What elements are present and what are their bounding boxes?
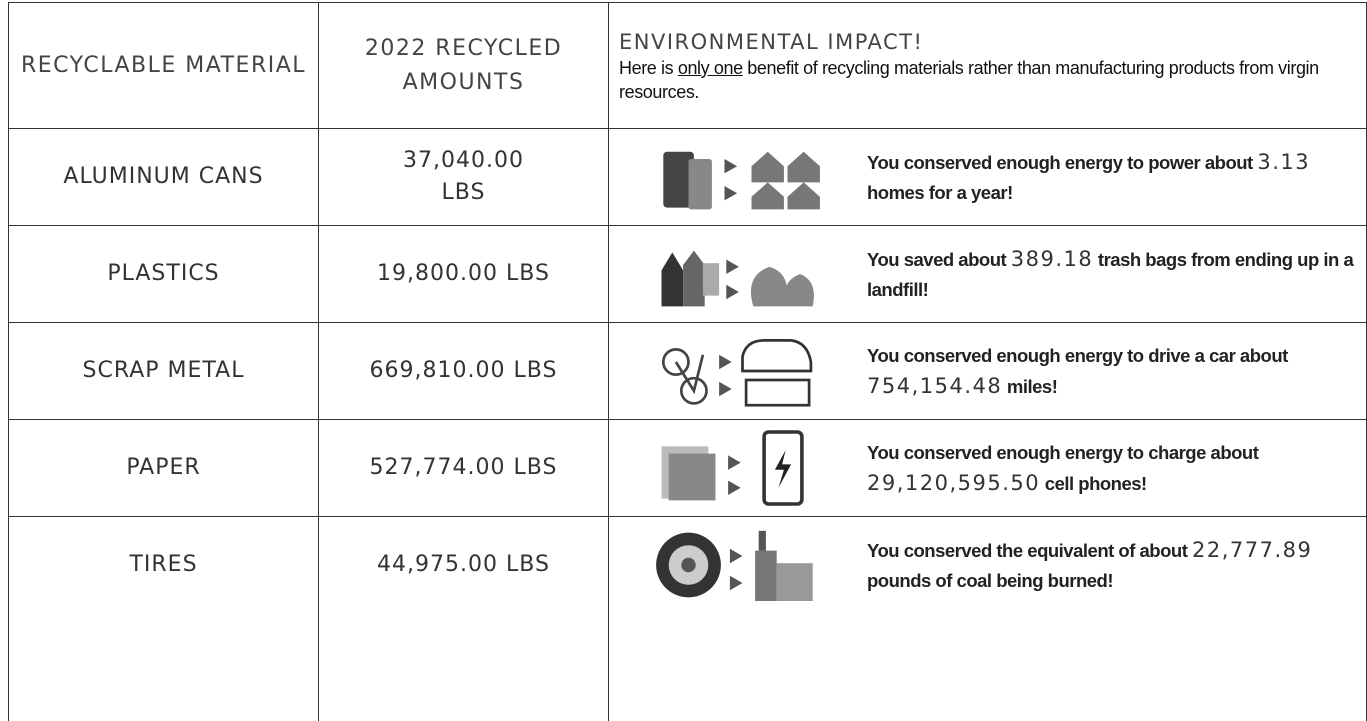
material-cell: SCRAP METAL <box>8 322 319 420</box>
impact-number: 754,154.48 <box>867 373 1003 398</box>
text: only one <box>677 57 743 78</box>
impact-text: You conserved enough energy to power abo… <box>867 147 1366 208</box>
material: TIRES <box>129 552 198 577</box>
impact-icon <box>656 530 813 601</box>
text: benefit of recycling materials rather th… <box>619 57 1319 102</box>
amount: 44,975.00 LBS <box>377 552 550 577</box>
text: Here is <box>619 57 678 78</box>
impact-icon <box>663 151 820 210</box>
impact-number: 389.18 <box>1010 246 1094 271</box>
amount: 527,774.00 LBS <box>369 455 558 480</box>
impact: You conserved enough energy to power abo… <box>609 129 1366 225</box>
impact: You conserved enough energy to drive a c… <box>609 323 1366 419</box>
amount: 37,040.00 LBS <box>403 148 524 205</box>
impact-text: You saved about 389.18 trash bags from e… <box>867 244 1366 305</box>
impact-text: You conserved enough energy to charge ab… <box>867 438 1366 499</box>
text: You conserved enough energy to power abo… <box>867 151 1258 173</box>
table-row: ALUMINUM CANS 37,040.00 LBS You conserved… <box>8 128 1367 226</box>
text: You saved about <box>867 248 1011 270</box>
amount: 669,810.00 LBS <box>369 358 558 383</box>
impact-cell: You conserved enough energy to charge ab… <box>608 419 1367 517</box>
amount-cell: 669,810.00 LBS <box>318 322 609 420</box>
impact-text: You conserved enough energy to drive a c… <box>867 341 1366 402</box>
impact-number: 3.13 <box>1257 149 1311 174</box>
text: You conserved enough energy to charge ab… <box>867 441 1259 463</box>
impact-cell: You conserved enough energy to power abo… <box>608 128 1367 226</box>
text: You conserved enough energy to drive a c… <box>867 344 1288 366</box>
material-cell: PLASTICS <box>8 225 319 323</box>
impact-icon <box>661 430 804 506</box>
impact-note: Here is only one benefit of recycling ma… <box>619 56 1356 104</box>
header-cell: RECYCLABLE MATERIAL <box>8 2 319 129</box>
impact: You conserved enough energy to charge ab… <box>609 420 1366 516</box>
text: pounds of coal being burned! <box>867 569 1114 591</box>
impact-cell: You saved about 389.18 trash bags from e… <box>608 225 1367 323</box>
impact-cell: You conserved enough energy to drive a c… <box>608 322 1367 420</box>
impact-text: You conserved the equivalent of about 22… <box>867 535 1366 596</box>
material-cell: ALUMINUM CANS <box>8 128 319 226</box>
material: ALUMINUM CANS <box>63 164 264 189</box>
impact-number: 22,777.89 <box>1192 537 1313 562</box>
impact-number: 29,120,595.50 <box>867 470 1041 495</box>
text: You conserved the equivalent of about <box>867 539 1193 561</box>
impact-cell: You conserved the equivalent of about 22… <box>608 516 1367 721</box>
material-cell: PAPER <box>8 419 319 517</box>
impact: You conserved the equivalent of about 22… <box>609 517 1366 613</box>
impact: You saved about 389.18 trash bags from e… <box>609 226 1366 322</box>
text: trash bags from ending up in a landfill! <box>867 248 1354 300</box>
recycling-table: RECYCLABLE MATERIAL 2022 RECYCLED AMOUNT… <box>8 2 1367 721</box>
amount: 19,800.00 LBS <box>377 261 550 286</box>
table-row: TIRES 44,975.00 LBS You conserved the equi… <box>8 516 1367 721</box>
text: miles! <box>1002 375 1058 397</box>
text: homes for a year! <box>867 181 1013 203</box>
impact-icon <box>661 250 814 307</box>
header-row: RECYCLABLE MATERIAL 2022 RECYCLED AMOUNT… <box>8 2 1367 129</box>
text: cell phones! <box>1040 472 1147 494</box>
table-row: PLASTICS 19,800.00 LBS You saved about 389… <box>8 225 1367 323</box>
header-cell: 2022 RECYCLED AMOUNTS <box>318 2 609 129</box>
table-row: SCRAP METAL 669,810.00 LBS You conserved e… <box>8 322 1367 420</box>
amount-cell: 44,975.00 LBS <box>318 516 609 721</box>
amount-cell: 19,800.00 LBS <box>318 225 609 323</box>
material: PAPER <box>126 455 201 480</box>
impact-icon <box>661 339 813 407</box>
table-row: PAPER 527,774.00 LBS You conserved enough… <box>8 419 1367 517</box>
material: PLASTICS <box>107 261 220 286</box>
amount-cell: 37,040.00 LBS <box>318 128 609 226</box>
amount-cell: 527,774.00 LBS <box>318 419 609 517</box>
impact-title: ENVIRONMENTAL IMPACT! <box>619 29 924 54</box>
material-cell: TIRES <box>8 516 319 721</box>
material: SCRAP METAL <box>82 358 245 383</box>
header-cell: ENVIRONMENTAL IMPACT! Here is only one b… <box>608 2 1367 129</box>
